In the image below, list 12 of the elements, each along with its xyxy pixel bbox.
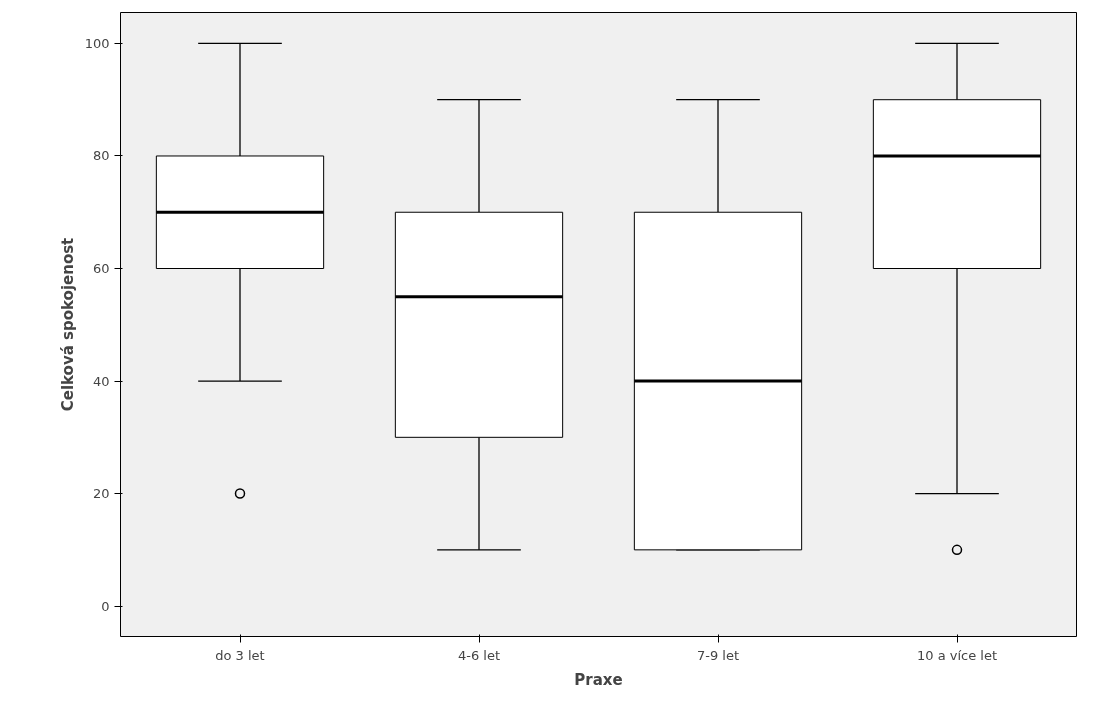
x-axis-title: Praxe: [574, 670, 623, 689]
y-tick-label: 100: [84, 35, 110, 51]
y-tick-label: 0: [101, 598, 110, 614]
y-tick-label: 40: [92, 373, 110, 389]
y-tick-label: 20: [92, 486, 110, 502]
y-axis-title: Celková spokojenost: [58, 237, 77, 412]
x-tick-label: 10 a více let: [916, 647, 998, 663]
x-tick-label: 7-9 let: [696, 647, 740, 663]
x-tick-label: do 3 let: [215, 647, 265, 663]
y-tick-label: 80: [92, 148, 110, 164]
x-tick-label: 4-6 let: [457, 647, 501, 663]
y-tick-label: 60: [92, 261, 110, 277]
